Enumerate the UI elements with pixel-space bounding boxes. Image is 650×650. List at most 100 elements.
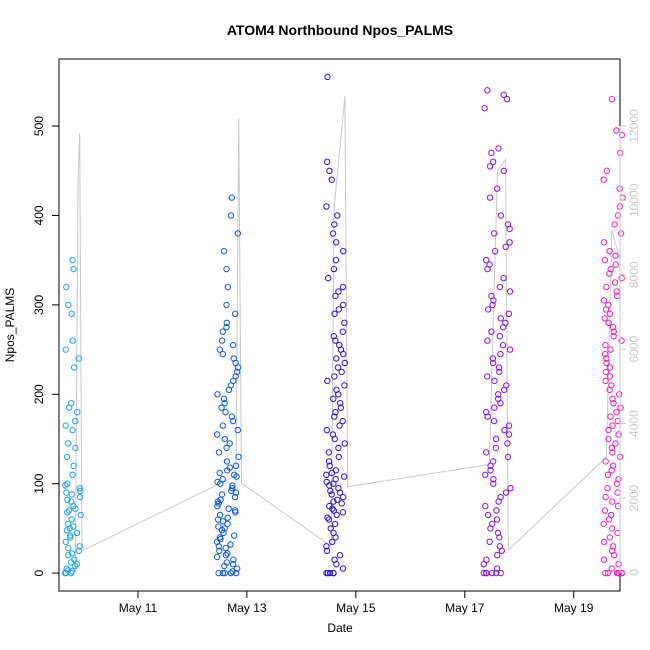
data-point (489, 359, 497, 367)
data-point (217, 480, 224, 487)
data-point (63, 283, 70, 291)
data-point (341, 319, 348, 326)
data-point (605, 435, 612, 443)
data-point (335, 306, 342, 313)
data-point (610, 333, 617, 340)
data-point (497, 350, 504, 358)
data-point (613, 288, 620, 295)
data-point (222, 544, 229, 552)
data-point (64, 509, 71, 516)
data-point (609, 449, 616, 456)
data-point (504, 453, 512, 461)
data-point (605, 319, 612, 326)
data-point (227, 212, 235, 219)
data-point (496, 534, 503, 541)
data-point (213, 553, 221, 561)
data-point (609, 525, 616, 532)
data-point (617, 404, 624, 411)
data-point (615, 569, 623, 577)
data-point (610, 328, 617, 335)
data-point (609, 462, 617, 469)
data-point (333, 561, 340, 568)
data-point (602, 458, 609, 465)
data-point (606, 270, 613, 277)
data-point (490, 417, 498, 425)
data-point (493, 516, 501, 523)
data-point (324, 158, 331, 166)
data-point (233, 473, 240, 480)
data-point (489, 355, 497, 362)
data-point (606, 310, 614, 317)
data-point (337, 400, 344, 407)
data-point (610, 400, 617, 407)
data-point (67, 532, 74, 539)
data-point (613, 127, 620, 134)
data-point (499, 341, 507, 349)
data-point (223, 444, 230, 452)
data-point (486, 163, 494, 170)
data-point (323, 203, 330, 210)
data-point (70, 364, 78, 371)
data-point (335, 391, 342, 398)
data-point (605, 516, 613, 523)
data-point (341, 359, 348, 367)
data-point (221, 400, 228, 407)
data-point (334, 496, 341, 503)
y-tick-label: 200 (32, 384, 46, 404)
data-points-layer (61, 73, 626, 577)
data-point (232, 462, 240, 469)
data-point (486, 538, 493, 545)
data-point (495, 391, 502, 398)
data-point (608, 96, 616, 103)
data-point (327, 487, 334, 495)
data-point (215, 449, 223, 456)
data-point (600, 556, 608, 563)
data-point (64, 480, 71, 487)
data-point (219, 569, 227, 577)
y2-tick-label: 4000 (627, 410, 641, 437)
data-point (496, 283, 504, 291)
data-point (76, 485, 84, 492)
data-point (323, 426, 331, 434)
data-point (63, 489, 70, 496)
data-point (229, 341, 237, 349)
data-point (614, 502, 622, 510)
data-point (490, 158, 497, 166)
data-point (506, 225, 513, 233)
data-point (604, 471, 612, 478)
data-point (485, 306, 492, 313)
data-point (602, 569, 609, 577)
data-point (234, 364, 242, 371)
data-point (600, 297, 608, 304)
data-point (332, 337, 339, 344)
data-point (604, 569, 612, 577)
data-point (229, 417, 237, 425)
data-point (502, 243, 509, 251)
data-point (488, 569, 496, 577)
data-point (601, 538, 608, 545)
data-point (234, 230, 242, 237)
data-point (338, 500, 345, 507)
data-point (220, 529, 227, 537)
series-4 (480, 87, 514, 577)
data-point (603, 167, 610, 175)
data-point (334, 212, 341, 219)
data-point (326, 462, 333, 469)
data-point (500, 167, 507, 175)
data-point (232, 509, 239, 516)
data-point (230, 556, 237, 563)
data-point (332, 409, 339, 416)
data-point (484, 511, 492, 519)
data-point (483, 449, 490, 456)
data-point (481, 105, 488, 112)
data-point (499, 324, 507, 331)
data-point (482, 471, 489, 478)
data-point (218, 404, 225, 411)
data-point (233, 368, 241, 376)
data-point (503, 96, 511, 103)
data-point (70, 265, 77, 273)
plot-frame (58, 58, 621, 592)
data-point (326, 167, 333, 175)
data-point (227, 541, 234, 548)
data-point (62, 482, 69, 489)
